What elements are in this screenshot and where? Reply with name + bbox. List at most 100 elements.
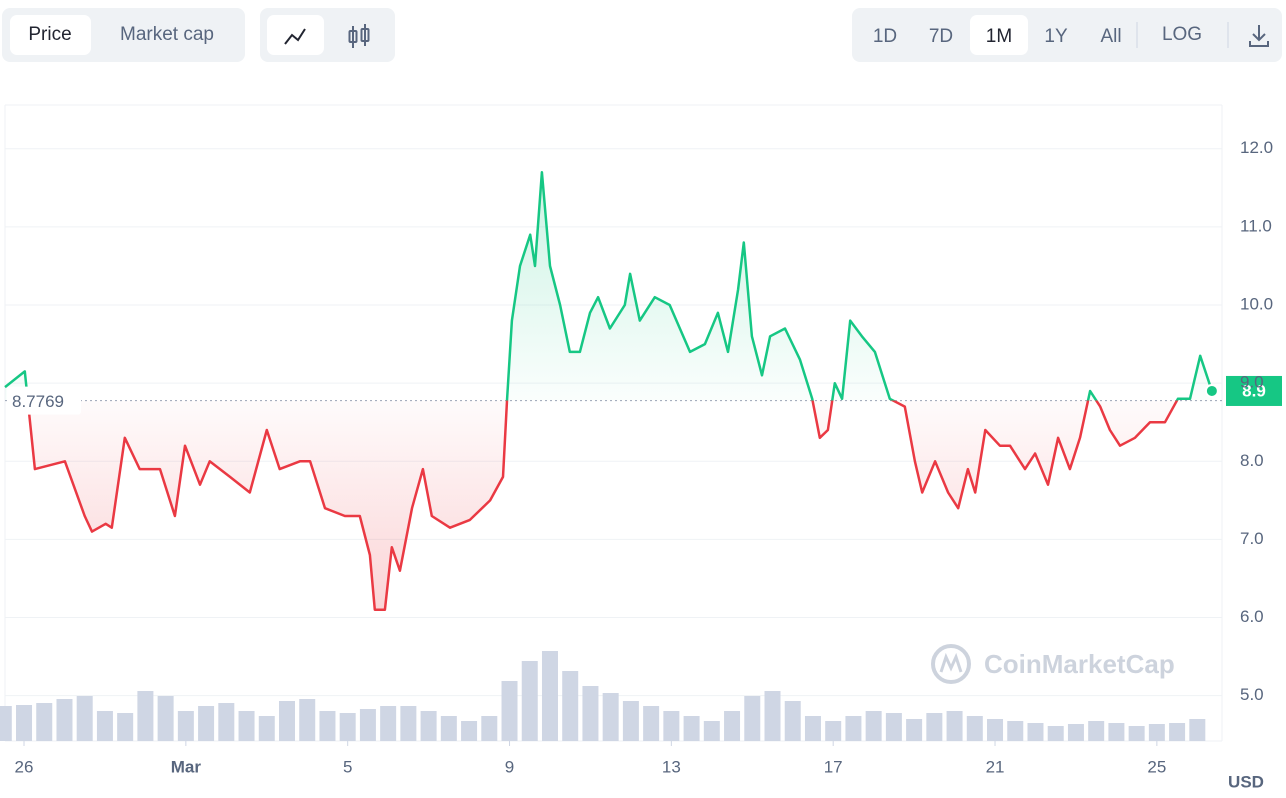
volume-bar <box>481 716 498 741</box>
baseline-label: 8.7769 <box>12 392 64 411</box>
line-chart-button[interactable] <box>267 15 324 55</box>
volume-bar <box>137 691 154 741</box>
volume-bar <box>926 713 943 741</box>
volume-bar <box>521 661 538 741</box>
volume-bar <box>744 696 761 741</box>
volume-bar <box>319 711 336 741</box>
y-tick-label: 7.0 <box>1240 529 1264 548</box>
volume-bar <box>76 696 93 741</box>
volume-bar <box>987 719 1004 741</box>
volume-bar <box>966 716 983 741</box>
x-tick-label: 17 <box>824 757 843 776</box>
volume-bar <box>1027 723 1044 741</box>
range-tab[interactable]: 7D <box>929 26 953 47</box>
volume-bar <box>36 703 53 741</box>
y-tick-label: 9.0 <box>1240 373 1264 392</box>
plot: 8.7769 8.9 <box>4 170 1282 611</box>
volume-bar <box>663 711 680 741</box>
volume-bar <box>278 701 295 741</box>
volume-bar <box>764 691 781 741</box>
log-toggle[interactable]: LOG <box>1162 24 1202 45</box>
metric-tab[interactable]: Market cap <box>120 24 214 45</box>
volume-bar <box>602 693 619 741</box>
range-tab[interactable]: 1Y <box>1044 26 1068 47</box>
volume-bars <box>0 651 1206 741</box>
x-tick-label: 26 <box>15 757 34 776</box>
y-tick-label: 10.0 <box>1240 295 1273 314</box>
volume-bar <box>177 711 194 741</box>
volume-bar <box>380 706 397 741</box>
y-tick-label: 5.0 <box>1240 685 1264 704</box>
volume-bar <box>238 711 255 741</box>
price-tag: 8.9 <box>1242 381 1266 400</box>
price-line <box>4 170 1214 611</box>
volume-bar <box>562 671 579 741</box>
volume-bar <box>359 709 376 741</box>
x-tick-label: 13 <box>662 757 681 776</box>
volume-bar <box>1007 721 1024 741</box>
volume-bar <box>420 711 437 741</box>
volume-bar <box>724 711 741 741</box>
volume-bar <box>1148 724 1165 741</box>
watermark: CoinMarketCap <box>931 644 1175 684</box>
x-tick-label: 9 <box>505 757 514 776</box>
x-tick-label: 25 <box>1147 757 1166 776</box>
x-tick-label: 5 <box>343 757 352 776</box>
volume-bar <box>1189 719 1206 741</box>
volume-bar <box>501 681 518 741</box>
volume-bar <box>1128 726 1145 741</box>
line-icon <box>284 28 306 45</box>
volume-bar <box>845 716 862 741</box>
volume-bar <box>825 721 842 741</box>
volume-bar <box>339 713 356 741</box>
volume-bar <box>96 711 113 741</box>
volume-bar <box>703 721 720 741</box>
volume-bar <box>440 716 457 741</box>
volume-bar <box>622 701 639 741</box>
volume-bar <box>804 716 821 741</box>
volume-bar <box>906 719 923 741</box>
volume-bar <box>400 706 417 741</box>
x-tick-label: Mar <box>171 757 202 776</box>
volume-bar <box>1108 723 1125 741</box>
price-area <box>5 172 1212 610</box>
volume-bar <box>784 701 801 741</box>
volume-bar <box>582 686 599 741</box>
range-tab[interactable]: 1M <box>986 26 1012 47</box>
range-tab[interactable]: All <box>1100 26 1121 47</box>
candle-button[interactable] <box>348 24 370 48</box>
range-tab-group <box>852 8 1282 62</box>
active-tab-bg <box>970 15 1028 55</box>
volume-bar <box>157 696 174 741</box>
volume-bar <box>1047 726 1064 741</box>
volume-bar <box>1067 724 1084 741</box>
y-tick-label: 6.0 <box>1240 607 1264 626</box>
download-button[interactable] <box>1249 25 1269 47</box>
volume-bar <box>0 706 12 741</box>
volume-bar <box>865 711 882 741</box>
volume-bar <box>643 706 660 741</box>
last-point <box>1204 383 1219 398</box>
volume-bar <box>885 713 902 741</box>
watermark-text: CoinMarketCap <box>984 649 1175 679</box>
y-tick-label: 11.0 <box>1240 216 1272 235</box>
x-tick-label: 21 <box>986 757 1005 776</box>
metric-tab[interactable]: Price <box>28 24 71 45</box>
volume-bar <box>683 716 700 741</box>
volume-bar <box>946 711 963 741</box>
range-tab[interactable]: 1D <box>873 26 897 47</box>
volume-bar <box>198 706 215 741</box>
volume-bar <box>461 721 478 741</box>
y-tick-label: 12.0 <box>1240 138 1273 157</box>
volume-bar <box>1088 721 1105 741</box>
baseline-label-bg <box>7 386 81 415</box>
y-tick-label: 8.0 <box>1240 451 1264 470</box>
volume-bar <box>1169 723 1186 741</box>
active-tab-bg <box>10 15 91 55</box>
volume-bar <box>56 699 73 741</box>
volume-bar <box>16 705 33 741</box>
volume-bar <box>117 713 134 741</box>
volume-bar <box>258 716 275 741</box>
